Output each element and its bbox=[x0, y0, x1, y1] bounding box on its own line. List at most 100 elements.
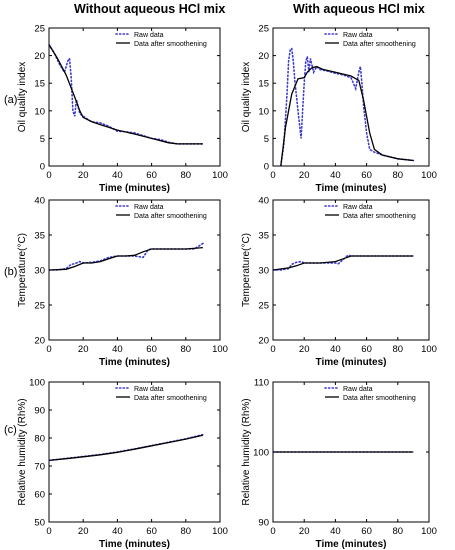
smooth-data-line bbox=[48, 44, 203, 145]
x-axis-label: Time (minutes) bbox=[99, 183, 170, 194]
y-tick-label: 20 bbox=[258, 336, 269, 347]
y-tick-label: 100 bbox=[29, 378, 45, 389]
y-tick-label: 100 bbox=[253, 448, 269, 459]
smooth-data-line bbox=[280, 65, 414, 167]
x-tick-label: 100 bbox=[421, 344, 437, 355]
y-tick-label: 0 bbox=[264, 162, 269, 173]
raw-data-line bbox=[48, 43, 204, 145]
column-title-without-hcl: Without aqueous HCl mix bbox=[74, 2, 226, 16]
x-tick-label: 20 bbox=[299, 526, 310, 537]
y-tick-label: 40 bbox=[258, 196, 269, 207]
y-tick-label: 90 bbox=[34, 406, 45, 417]
plot-frame bbox=[272, 27, 430, 167]
x-tick-label: 100 bbox=[421, 170, 437, 181]
x-tick-label: 100 bbox=[421, 526, 437, 537]
y-tick-label: 25 bbox=[34, 24, 45, 35]
x-tick-label: 40 bbox=[330, 344, 341, 355]
plot-frame bbox=[48, 381, 221, 523]
x-tick-label: 80 bbox=[181, 344, 192, 355]
y-tick-label: 20 bbox=[34, 51, 45, 62]
x-tick-label: 20 bbox=[299, 344, 310, 355]
y-tick-label: 5 bbox=[40, 134, 45, 145]
column-title-with-hcl: With aqueous HCl mix bbox=[293, 2, 425, 16]
legend-raw-label: Raw data bbox=[343, 386, 373, 393]
smooth-data-line bbox=[272, 255, 414, 271]
legend-raw-label: Raw data bbox=[134, 386, 164, 393]
x-tick-label: 40 bbox=[112, 526, 123, 537]
x-tick-label: 40 bbox=[112, 170, 123, 181]
x-tick-label: 100 bbox=[212, 344, 228, 355]
y-tick-label: 30 bbox=[258, 266, 269, 277]
y-tick-label: 5 bbox=[264, 134, 269, 145]
row-label-a: (a) bbox=[4, 94, 18, 106]
y-tick-label: 25 bbox=[34, 301, 45, 312]
y-tick-label: 90 bbox=[258, 518, 269, 529]
x-tick-label: 20 bbox=[78, 344, 89, 355]
raw-data-line bbox=[272, 254, 415, 271]
x-tick-label: 0 bbox=[46, 526, 51, 537]
plot-frame bbox=[48, 27, 221, 167]
smooth-data-line bbox=[48, 246, 203, 271]
x-tick-label: 40 bbox=[112, 344, 123, 355]
smooth-data-line bbox=[48, 434, 204, 462]
legend-smooth-label: Data after smoothening bbox=[343, 213, 416, 220]
y-tick-label: 25 bbox=[258, 24, 269, 35]
y-tick-label: 60 bbox=[34, 490, 45, 501]
y-tick-label: 20 bbox=[34, 336, 45, 347]
x-tick-label: 80 bbox=[181, 170, 192, 181]
y-tick-label: 35 bbox=[258, 231, 269, 242]
x-axis-label: Time (minutes) bbox=[99, 539, 170, 550]
raw-data-line bbox=[48, 433, 204, 462]
row-label-c: (c) bbox=[4, 424, 17, 436]
x-tick-label: 60 bbox=[361, 526, 372, 537]
y-tick-label: 30 bbox=[34, 266, 45, 277]
x-tick-label: 80 bbox=[393, 170, 404, 181]
y-tick-label: 35 bbox=[34, 231, 45, 242]
y-tick-label: 25 bbox=[258, 301, 269, 312]
legend-smooth-label: Data after smoothening bbox=[134, 213, 207, 220]
chart-panel-c-right: 0 20 40 60 80 100 90 100 110 Time (minutes) Relati… bbox=[241, 378, 437, 550]
x-tick-label: 60 bbox=[146, 170, 157, 181]
y-axis-label: Relative humidity (Rh%) bbox=[241, 398, 252, 505]
legend-smooth-label: Data after smoothening bbox=[134, 41, 207, 48]
plot-frame bbox=[272, 199, 430, 341]
legend-smooth-label: Data after smoothening bbox=[343, 395, 416, 402]
y-tick-label: 0 bbox=[40, 162, 45, 173]
y-tick-label: 80 bbox=[34, 434, 45, 445]
y-axis-label: Oil quality index bbox=[241, 62, 252, 133]
row-label-b: (b) bbox=[4, 266, 18, 278]
legend-smooth-label: Data after smoothening bbox=[343, 41, 416, 48]
y-axis-label: Relative humidity (Rh%) bbox=[17, 398, 28, 505]
y-tick-label: 15 bbox=[258, 79, 269, 90]
x-tick-label: 60 bbox=[146, 344, 157, 355]
x-tick-label: 40 bbox=[330, 526, 341, 537]
x-tick-label: 80 bbox=[393, 344, 404, 355]
x-tick-label: 20 bbox=[299, 170, 310, 181]
legend-raw-label: Raw data bbox=[134, 204, 164, 211]
x-tick-label: 0 bbox=[270, 344, 275, 355]
y-tick-label: 10 bbox=[258, 106, 269, 117]
y-tick-label: 110 bbox=[254, 378, 269, 389]
chart-panel-a-left: 0 20 40 60 80 100 0 5 10 15 20 25 Time (minutes) Oil … bbox=[17, 24, 228, 195]
y-axis-label: Temperature(°C) bbox=[17, 233, 28, 307]
x-tick-label: 20 bbox=[78, 170, 89, 181]
x-tick-label: 80 bbox=[181, 526, 192, 537]
y-tick-label: 20 bbox=[258, 51, 269, 62]
x-tick-label: 20 bbox=[78, 526, 89, 537]
x-tick-label: 60 bbox=[361, 170, 372, 181]
plot-frame bbox=[48, 199, 221, 341]
y-axis-label: Oil quality index bbox=[17, 62, 28, 133]
legend-raw-label: Raw data bbox=[343, 32, 373, 39]
y-axis-label: Temperature(°C) bbox=[241, 233, 252, 307]
x-tick-label: 0 bbox=[46, 170, 51, 181]
chart-panel-a-right: 0 20 40 60 80 100 0 5 10 15 20 25 Time (minutes) Oil … bbox=[241, 24, 437, 195]
legend-raw-label: Raw data bbox=[343, 204, 373, 211]
x-tick-label: 100 bbox=[212, 170, 228, 181]
x-axis-label: Time (minutes) bbox=[99, 357, 170, 368]
x-tick-label: 60 bbox=[146, 526, 157, 537]
y-tick-label: 10 bbox=[34, 106, 45, 117]
raw-data-line bbox=[279, 46, 415, 167]
